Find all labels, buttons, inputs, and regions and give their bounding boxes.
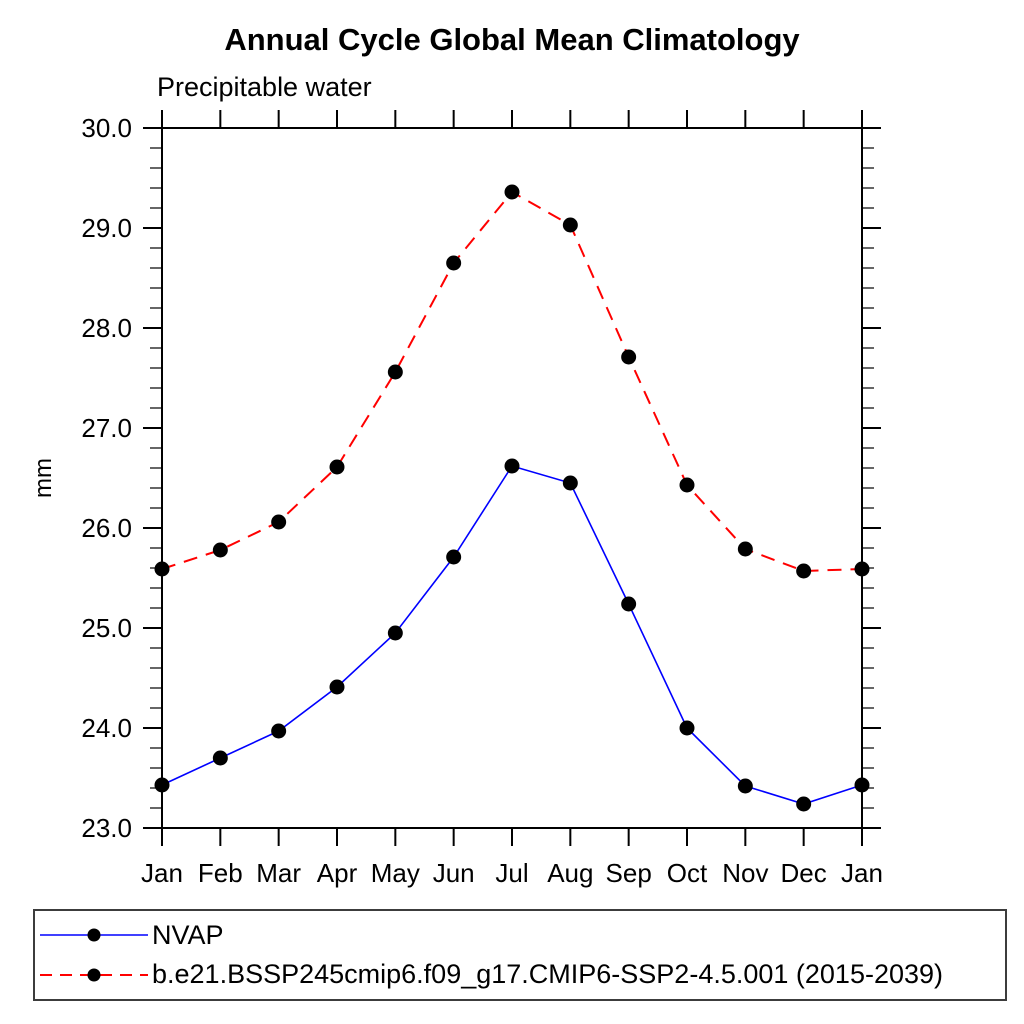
x-tick-label: May xyxy=(371,858,420,888)
data-point-marker xyxy=(679,477,695,493)
data-point-marker xyxy=(154,561,170,577)
legend-marker-icon xyxy=(87,968,101,982)
y-tick-label: 28.0 xyxy=(81,313,132,343)
x-tick-label: Jun xyxy=(433,858,475,888)
data-point-marker xyxy=(621,596,637,612)
x-axis: Jan Feb Mar Apr May Jun Jul Aug Sep Oct Nov Dec Jan xyxy=(141,110,883,888)
legend: NVAP b.e21.BSSP245cmip6.f09_g17.CMIP6-SSP… xyxy=(33,909,1007,1001)
plot-frame xyxy=(161,127,863,829)
data-point-marker xyxy=(387,625,403,641)
plot-area: Jan Feb Mar Apr May Jun Jul Aug Sep Oct Nov Dec Jan 2… xyxy=(81,110,883,888)
legend-line-sample xyxy=(40,968,148,982)
data-point-marker xyxy=(446,255,462,271)
y-tick-label: 27.0 xyxy=(81,413,132,443)
series-0-markers xyxy=(154,458,870,812)
data-point-marker xyxy=(154,777,170,793)
data-point-marker xyxy=(854,777,870,793)
legend-marker-icon xyxy=(87,928,101,942)
data-point-marker xyxy=(854,561,870,577)
x-tick-label: Oct xyxy=(667,858,708,888)
x-tick-label: Aug xyxy=(547,858,593,888)
series-0-line xyxy=(161,465,863,805)
data-point-marker xyxy=(796,796,812,812)
data-point-marker xyxy=(212,750,228,766)
data-point-marker xyxy=(329,679,345,695)
data-point-marker xyxy=(212,542,228,558)
data-point-marker xyxy=(621,349,637,365)
data-point-marker xyxy=(271,723,287,739)
data-point-marker xyxy=(446,549,462,565)
y-tick-label: 26.0 xyxy=(81,513,132,543)
data-point-marker xyxy=(562,217,578,233)
y-tick-label: 24.0 xyxy=(81,713,132,743)
legend-item-0: NVAP xyxy=(40,920,1005,951)
x-tick-label: Feb xyxy=(198,858,243,888)
y-axis: 23.0 24.0 25.0 26.0 27.0 28.0 29.0 30.0 xyxy=(81,113,881,843)
data-point-marker xyxy=(504,458,520,474)
x-tick-label: Sep xyxy=(606,858,652,888)
data-point-marker xyxy=(387,364,403,380)
x-tick-label: Jan xyxy=(141,858,183,888)
y-tick-label: 30.0 xyxy=(81,113,132,143)
x-tick-label: Mar xyxy=(256,858,301,888)
data-point-marker xyxy=(737,778,753,794)
y-tick-label: 23.0 xyxy=(81,813,132,843)
x-tick-label: Dec xyxy=(781,858,827,888)
legend-item-1: b.e21.BSSP245cmip6.f09_g17.CMIP6-SSP2-4.… xyxy=(40,959,1005,990)
data-point-marker xyxy=(737,541,753,557)
series-1-markers xyxy=(154,184,870,579)
y-tick-label: 25.0 xyxy=(81,613,132,643)
series-1-line xyxy=(161,190,863,573)
chart-subtitle: Precipitable water xyxy=(157,72,372,102)
x-tick-label: Jul xyxy=(495,858,528,888)
legend-label: b.e21.BSSP245cmip6.f09_g17.CMIP6-SSP2-4.… xyxy=(152,959,944,990)
data-point-marker xyxy=(504,184,520,200)
legend-line-sample xyxy=(40,928,148,942)
x-tick-label: Apr xyxy=(317,858,358,888)
data-point-marker xyxy=(679,720,695,736)
data-point-marker xyxy=(329,459,345,475)
data-point-marker xyxy=(796,563,812,579)
y-tick-label: 29.0 xyxy=(81,213,132,243)
data-point-marker xyxy=(562,475,578,491)
x-tick-label: Nov xyxy=(722,858,768,888)
chart-title: Annual Cycle Global Mean Climatology xyxy=(224,22,800,57)
data-point-marker xyxy=(271,514,287,530)
legend-label: NVAP xyxy=(152,919,224,950)
x-tick-label: Jan xyxy=(841,858,883,888)
